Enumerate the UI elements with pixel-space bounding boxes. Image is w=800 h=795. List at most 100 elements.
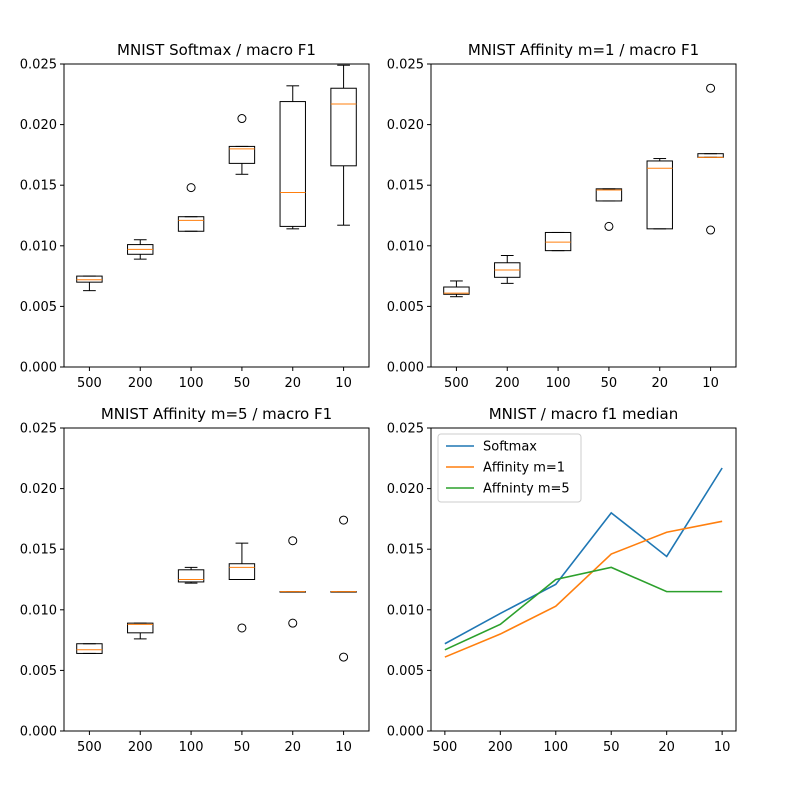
y-tick-label: 0.025 (387, 58, 424, 73)
x-tick-label: 100 (543, 740, 568, 755)
box-500 (76, 643, 103, 654)
x-tick-label: 100 (179, 376, 204, 391)
x-tick-label: 200 (128, 376, 153, 391)
y-tick-label: 0.000 (20, 725, 57, 740)
y-tick-label: 0.020 (20, 118, 57, 133)
y-tick-label: 0.000 (387, 361, 424, 376)
box-rect (279, 101, 306, 227)
y-tick-label: 0.005 (387, 664, 424, 679)
legend: Softmax Affinity m=1 Affninty m=5 (437, 433, 582, 503)
box-rect (443, 286, 470, 295)
y-tick-label: 0.020 (20, 482, 57, 497)
outlier-point (288, 536, 298, 546)
axes-frame (430, 427, 737, 732)
y-tick-label: 0.010 (20, 603, 57, 618)
y-tick-label: 0.015 (387, 179, 424, 194)
x-tick-label: 50 (601, 376, 618, 391)
x-tick-label: 20 (284, 376, 301, 391)
x-tick-label: 500 (77, 376, 102, 391)
x-tick-label: 20 (658, 740, 675, 755)
x-tick-label: 200 (128, 740, 153, 755)
y-tick-label: 0.020 (387, 118, 424, 133)
outlier-point (339, 515, 349, 525)
x-tick-label: 10 (714, 740, 731, 755)
box-rect (228, 145, 256, 164)
box-rect (697, 153, 724, 158)
x-tick-label: 500 (444, 376, 469, 391)
box-rect (595, 188, 623, 202)
series-line-2 (444, 520, 723, 658)
box-10 (330, 64, 357, 226)
y-tick-label: 0.025 (20, 422, 57, 437)
outlier-point (288, 618, 298, 628)
subplot-4: MNIST / macro f1 median 0.000 0.005 0.010 0.… (387, 405, 737, 755)
series-line-1 (444, 467, 723, 645)
box-rect (76, 275, 103, 283)
box-rect (646, 160, 673, 230)
box-20 (279, 85, 306, 230)
y-tick-label: 0.000 (20, 361, 57, 376)
x-tick-label: 500 (77, 740, 102, 755)
outlier-point (604, 221, 614, 231)
outlier-point (237, 114, 247, 124)
y-tick-label: 0.010 (387, 603, 424, 618)
outlier-point (339, 652, 349, 662)
box-20 (279, 536, 306, 628)
y-tick-label: 0.015 (387, 543, 424, 558)
x-tick-label: 50 (603, 740, 620, 755)
x-tick-label: 10 (335, 376, 352, 391)
legend-label: Softmax (483, 440, 537, 455)
box-100 (177, 183, 205, 232)
y-tick-label: 0.025 (20, 58, 57, 73)
y-tick-label: 0.015 (20, 179, 57, 194)
x-tick-label: 100 (179, 740, 204, 755)
chart-title: MNIST Affinity m=5 / macro F1 (101, 405, 332, 423)
box-rect (330, 87, 357, 167)
x-tick-label: 500 (432, 740, 457, 755)
axes-frame (63, 427, 370, 732)
y-tick-label: 0.020 (387, 482, 424, 497)
outlier-point (237, 623, 247, 633)
subplot-1: MNIST Softmax / macro F1 0.000 0.005 0.010 0… (20, 41, 370, 391)
y-tick-label: 0.000 (387, 725, 424, 740)
x-tick-label: 100 (546, 376, 571, 391)
x-tick-label: 200 (488, 740, 513, 755)
box-500 (443, 280, 470, 298)
axes-frame (63, 63, 370, 368)
chart-title: MNIST / macro f1 median (489, 405, 679, 423)
box-50 (228, 114, 256, 175)
outlier-point (706, 225, 716, 235)
legend-label: Affninty m=5 (483, 482, 570, 497)
axes-frame (430, 63, 737, 368)
box-rect (76, 643, 103, 654)
box-rect (228, 563, 256, 581)
box-50 (228, 542, 256, 633)
box-50 (595, 188, 623, 231)
legend-frame (437, 433, 582, 503)
box-rect (177, 216, 205, 232)
subplot-3: MNIST Affinity m=5 / macro F1 0.000 0.005 0… (20, 405, 370, 755)
chart-title: MNIST Softmax / macro F1 (117, 41, 316, 59)
x-tick-label: 20 (651, 376, 668, 391)
subplot-2: MNIST Affinity m=1 / macro F1 0.000 0.005 0… (387, 41, 737, 391)
chart-title: MNIST Affinity m=1 / macro F1 (468, 41, 699, 59)
y-tick-label: 0.010 (387, 239, 424, 254)
y-tick-label: 0.010 (20, 239, 57, 254)
box-500 (76, 275, 103, 292)
box-200 (127, 622, 154, 640)
box-20 (646, 158, 673, 230)
box-rect (127, 622, 154, 634)
box-10 (330, 515, 357, 662)
box-200 (494, 254, 521, 284)
box-rect (177, 569, 205, 583)
x-tick-label: 20 (284, 740, 301, 755)
x-tick-label: 10 (702, 376, 719, 391)
legend-label: Affinity m=1 (483, 461, 565, 476)
box-rect (544, 231, 572, 252)
outlier-point (186, 183, 196, 193)
x-tick-label: 50 (234, 376, 251, 391)
box-10 (697, 83, 724, 235)
y-tick-label: 0.005 (387, 300, 424, 315)
x-tick-label: 200 (495, 376, 520, 391)
series-line-3 (444, 566, 723, 651)
